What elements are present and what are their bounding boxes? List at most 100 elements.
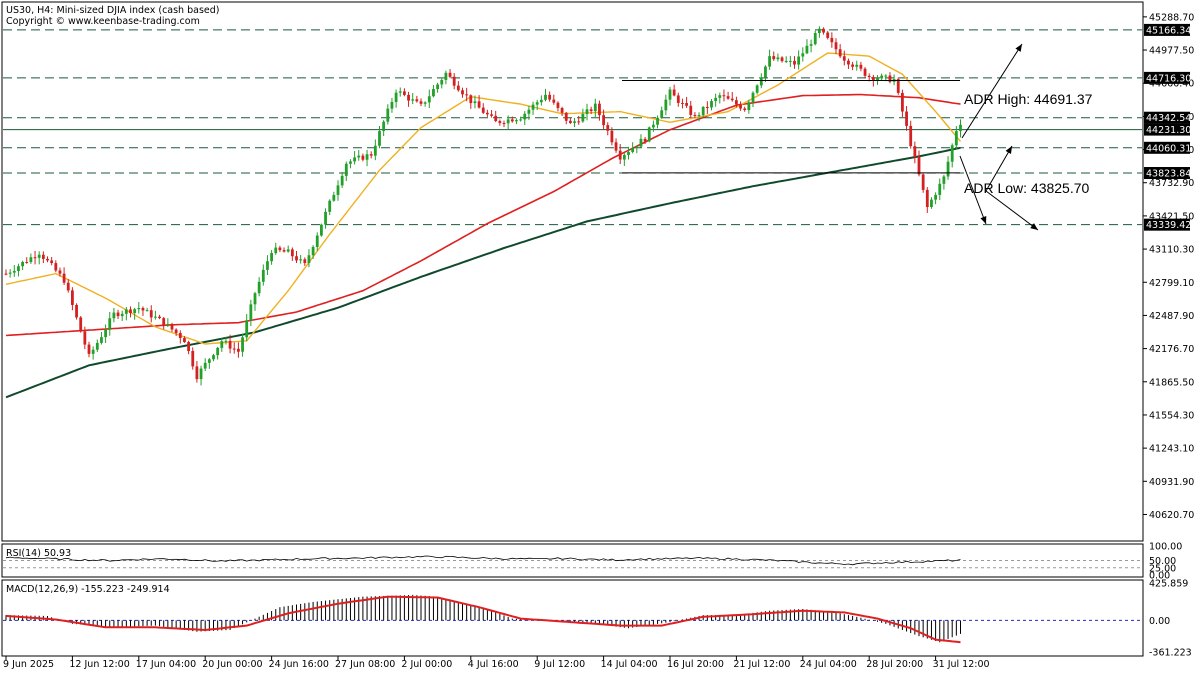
candle-body bbox=[249, 304, 253, 321]
candle-body bbox=[415, 99, 419, 102]
projection-arrow-up-mid bbox=[985, 145, 1013, 192]
candle-body bbox=[390, 101, 394, 109]
price-tick-label: 40620.70 bbox=[1149, 510, 1194, 521]
candle-body bbox=[245, 320, 249, 338]
candle-body bbox=[925, 189, 929, 208]
candle-body bbox=[344, 163, 348, 176]
candle-body bbox=[46, 258, 49, 261]
candle-body bbox=[602, 115, 605, 126]
candle-body bbox=[685, 103, 688, 106]
candle-body bbox=[145, 310, 149, 312]
rsi-tick-label: 50.00 bbox=[1149, 556, 1176, 567]
candle-body bbox=[241, 337, 244, 352]
candle-body bbox=[212, 355, 215, 360]
candle-body bbox=[187, 342, 190, 352]
ma-slow-line bbox=[5, 146, 961, 399]
candle-body bbox=[419, 101, 423, 104]
candle-body bbox=[444, 72, 448, 80]
candle-body bbox=[12, 270, 16, 273]
candle-body bbox=[166, 323, 170, 326]
candle-body bbox=[432, 89, 435, 97]
candle-body bbox=[87, 344, 91, 354]
candle-body bbox=[705, 106, 709, 108]
candle-body bbox=[104, 329, 107, 338]
candle-body bbox=[79, 317, 83, 332]
candle-body bbox=[336, 185, 340, 195]
candle-body bbox=[627, 151, 630, 155]
candle-body bbox=[427, 96, 431, 103]
candle-body bbox=[71, 290, 74, 305]
candle-body bbox=[282, 250, 286, 252]
candle-body bbox=[154, 316, 157, 318]
candle-body bbox=[4, 273, 8, 275]
price-tick-label: 43110.30 bbox=[1149, 245, 1194, 256]
candle-body bbox=[207, 359, 211, 363]
candle-body bbox=[531, 104, 535, 110]
candle-body bbox=[598, 103, 601, 116]
candle-body bbox=[378, 131, 381, 146]
chart-title: US30, H4: Mini-sized DJIA index (cash ba… bbox=[6, 5, 220, 16]
candle-body bbox=[494, 115, 498, 122]
level-price-label: 43339.42 bbox=[1146, 220, 1191, 231]
candle-body bbox=[672, 89, 676, 96]
candle-body bbox=[618, 150, 622, 160]
candle-body bbox=[195, 366, 199, 380]
candle-body bbox=[224, 340, 228, 342]
candle-body bbox=[100, 337, 103, 343]
level-price-label: 43823.84 bbox=[1146, 169, 1191, 180]
candle-body bbox=[610, 130, 614, 143]
candle-body bbox=[930, 199, 933, 208]
candle-body bbox=[361, 155, 365, 160]
candle-body bbox=[158, 316, 161, 319]
candle-body bbox=[830, 37, 834, 43]
candle-body bbox=[257, 281, 261, 294]
candle-body bbox=[116, 312, 120, 317]
candle-body bbox=[515, 120, 518, 122]
candle-body bbox=[668, 89, 672, 100]
candle-body bbox=[780, 57, 784, 62]
candle-body bbox=[569, 120, 572, 123]
candle-body bbox=[303, 259, 307, 263]
candle-body bbox=[784, 60, 788, 62]
candle-body bbox=[581, 114, 585, 122]
candle-body bbox=[622, 154, 626, 160]
candle-body bbox=[544, 94, 547, 100]
candle-body bbox=[755, 85, 759, 93]
candle-body bbox=[456, 85, 460, 91]
macd-tick-label: -361.223 bbox=[1149, 648, 1192, 659]
candle-body bbox=[178, 332, 182, 339]
candle-body bbox=[934, 194, 937, 200]
rsi-tick-label: 100.00 bbox=[1149, 542, 1182, 553]
candle-body bbox=[577, 121, 581, 123]
candle-body bbox=[652, 124, 655, 128]
candle-body bbox=[481, 107, 485, 113]
candle-body bbox=[50, 260, 54, 264]
level-price-label: 44716.30 bbox=[1146, 73, 1191, 84]
candle-body bbox=[938, 183, 942, 195]
candle-body bbox=[129, 309, 132, 314]
time-tick-label: 27 Jun 08:00 bbox=[335, 659, 395, 670]
macd-legend: MACD(12,26,9) -155.223 -249.914 bbox=[6, 584, 170, 595]
candle-body bbox=[436, 84, 439, 90]
candle-body bbox=[714, 97, 718, 102]
candle-body bbox=[564, 112, 568, 121]
candle-body bbox=[95, 342, 99, 350]
candle-body bbox=[901, 92, 904, 112]
candle-body bbox=[274, 247, 278, 254]
candle-body bbox=[759, 77, 763, 86]
candle-body bbox=[369, 154, 373, 156]
price-tick-label: 43732.90 bbox=[1149, 178, 1194, 189]
candle-body bbox=[676, 95, 680, 103]
candle-body bbox=[589, 109, 593, 112]
candle-body bbox=[170, 323, 174, 330]
candle-body bbox=[896, 79, 900, 93]
candle-body bbox=[585, 109, 589, 115]
candle-body bbox=[21, 261, 24, 267]
candle-body bbox=[490, 114, 493, 116]
candle-body bbox=[137, 308, 141, 310]
candle-body bbox=[183, 338, 186, 343]
level-price-box bbox=[1144, 71, 1190, 84]
candle-body bbox=[232, 348, 236, 350]
candle-body bbox=[838, 49, 842, 57]
